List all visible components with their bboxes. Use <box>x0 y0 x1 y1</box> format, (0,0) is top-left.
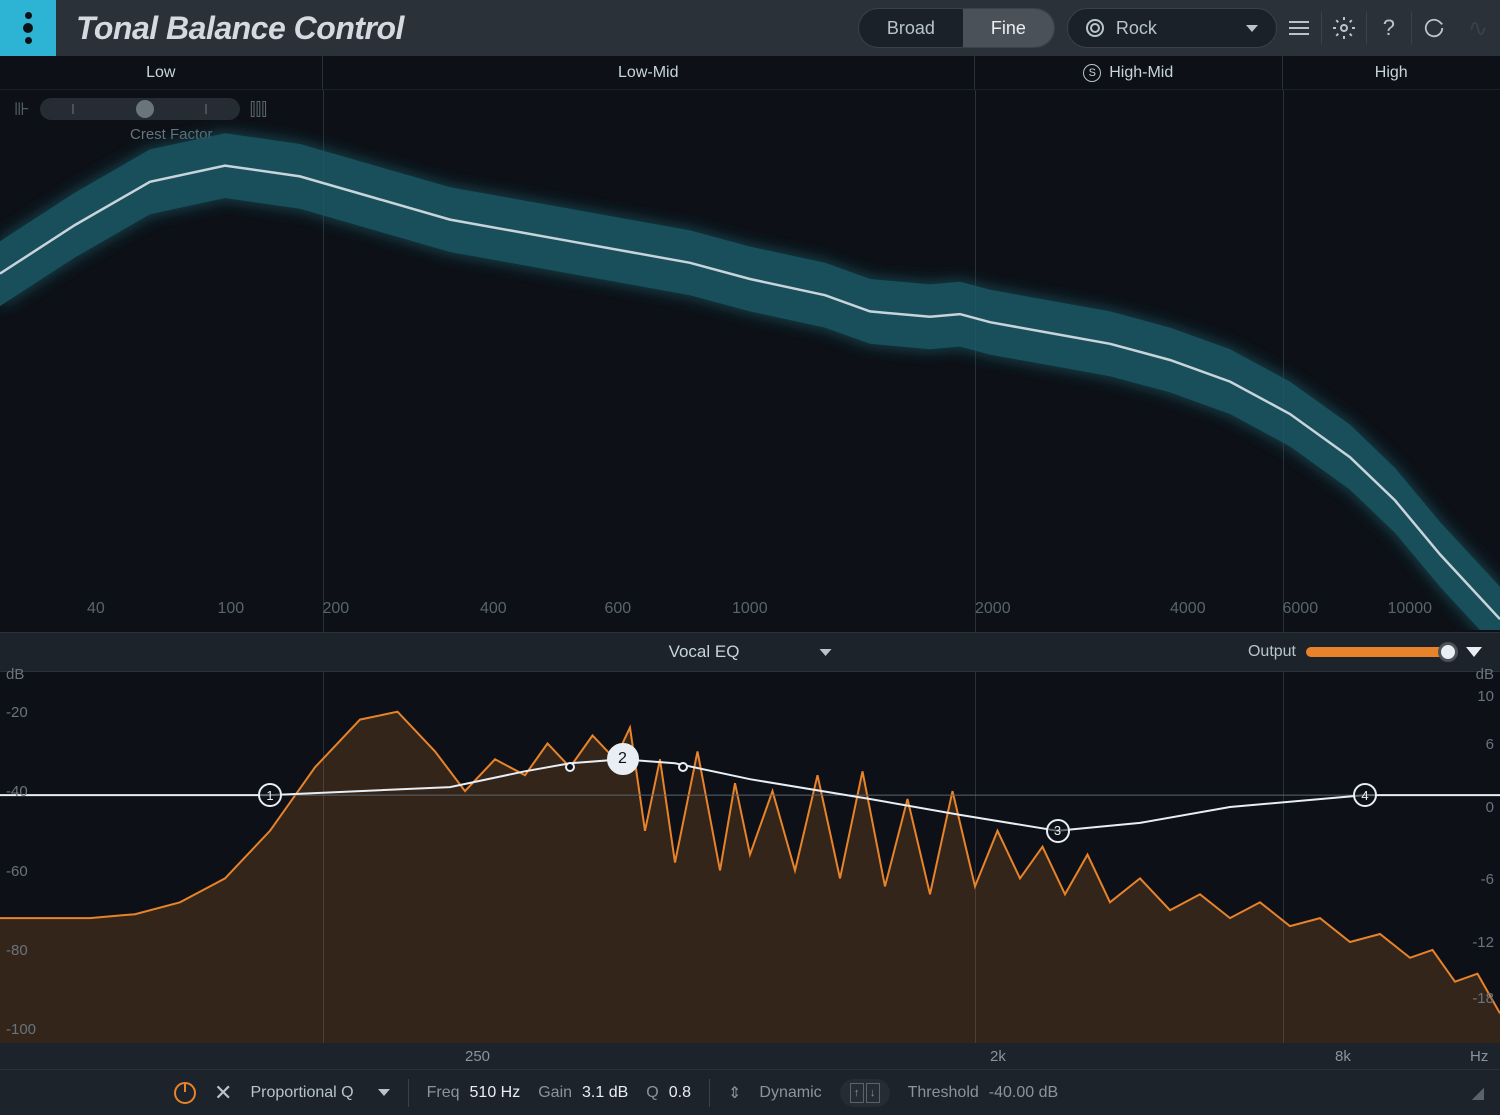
eq-node-2[interactable]: 2 <box>607 743 639 775</box>
eq-node-1[interactable]: 1 <box>258 783 282 807</box>
db-tick: -40 <box>6 783 28 800</box>
bottom-bar: ✕ Proportional Q Freq 510 Hz Gain 3.1 dB… <box>0 1069 1500 1115</box>
bandwidth-handle[interactable] <box>678 762 688 772</box>
freq-tick: 200 <box>323 600 350 618</box>
db-tick: -80 <box>6 942 28 959</box>
axis-label: dB <box>1476 666 1494 683</box>
target-icon <box>1086 19 1104 37</box>
target-preset-select[interactable]: Rock <box>1067 8 1277 48</box>
eq-freq-tick: Hz <box>1470 1048 1488 1065</box>
band-label: Low <box>146 64 175 82</box>
freq-tick: 100 <box>218 600 245 618</box>
freq-tick: 600 <box>605 600 632 618</box>
eq-freq-tick: 8k <box>1335 1048 1351 1065</box>
band-tab[interactable]: S High-Mid <box>975 56 1283 89</box>
output-thumb[interactable] <box>1438 642 1458 662</box>
q-param[interactable]: Q 0.8 <box>646 1084 691 1102</box>
eq-preset-label: Vocal EQ <box>669 642 740 662</box>
q-mode-select[interactable]: Proportional Q <box>250 1084 389 1102</box>
hamburger-icon <box>1289 21 1309 35</box>
power-button[interactable] <box>174 1082 196 1104</box>
balance-chart <box>0 90 1500 630</box>
freq-param[interactable]: Freq 510 Hz <box>427 1084 521 1102</box>
freq-tick: 4000 <box>1170 600 1206 618</box>
eq-preset-select[interactable]: Vocal EQ <box>669 642 832 662</box>
solo-badge[interactable]: S <box>1083 64 1101 82</box>
gear-icon <box>1332 16 1356 40</box>
gain-param[interactable]: Gain 3.1 dB <box>538 1084 628 1102</box>
menu-button[interactable] <box>1277 6 1321 50</box>
close-button[interactable]: ✕ <box>214 1080 232 1106</box>
band-label: Low-Mid <box>618 64 678 82</box>
axis-label: dB <box>6 666 24 683</box>
preset-label: Rock <box>1116 18 1234 39</box>
freq-axis: 40 100 200 400 600 1000 2000 4000 6000 10000 <box>0 600 1500 628</box>
eq-freq-axis: 250 2k 8k Hz <box>0 1043 1500 1069</box>
db-tick: -18 <box>1472 990 1494 1007</box>
freq-tick: 2000 <box>975 600 1011 618</box>
db-tick: -60 <box>6 863 28 880</box>
eq-freq-tick: 250 <box>465 1048 490 1065</box>
help-button[interactable]: ? <box>1367 6 1411 50</box>
db-tick: 6 <box>1486 736 1494 753</box>
eq-node-4[interactable]: 4 <box>1353 783 1377 807</box>
db-tick: -12 <box>1472 934 1494 951</box>
chevron-down-icon <box>378 1089 390 1096</box>
dynamic-updown-icon[interactable]: ⇕ <box>728 1083 741 1103</box>
eq-header: Vocal EQ Output <box>0 632 1500 672</box>
eq-chart[interactable] <box>0 672 1500 1069</box>
refresh-button[interactable] <box>1412 6 1456 50</box>
freq-tick: 6000 <box>1283 600 1319 618</box>
db-tick: -100 <box>6 1021 36 1038</box>
dynamic-label: Dynamic <box>759 1084 821 1102</box>
bandwidth-handle[interactable] <box>565 762 575 772</box>
freq-tick: 10000 <box>1388 600 1433 618</box>
chevron-down-icon <box>1246 25 1258 32</box>
eq-freq-tick: 2k <box>990 1048 1006 1065</box>
expand-icon[interactable] <box>1466 647 1482 657</box>
db-tick: -20 <box>6 704 28 721</box>
band-tab[interactable]: High <box>1283 56 1500 89</box>
band-tab[interactable]: Low-Mid <box>323 56 976 89</box>
broad-button[interactable]: Broad <box>859 9 963 47</box>
band-label: High <box>1375 64 1408 82</box>
band-label: High-Mid <box>1109 64 1173 82</box>
chevron-down-icon <box>819 649 831 656</box>
right-db-axis: dB 1060-6-12-18-24 <box>1450 672 1494 1069</box>
app-title: Tonal Balance Control <box>76 10 404 47</box>
left-db-axis: dB -20-40-60-80-100 <box>6 672 56 1069</box>
threshold-param[interactable]: Threshold -40.00 dB <box>908 1084 1059 1102</box>
db-tick: 10 <box>1477 688 1494 705</box>
dynamic-direction[interactable]: ↑↓ <box>840 1079 890 1107</box>
db-tick: 0 <box>1486 799 1494 816</box>
fine-button[interactable]: Fine <box>963 9 1054 47</box>
output-slider[interactable] <box>1306 647 1456 657</box>
freq-tick: 400 <box>480 600 507 618</box>
wave-icon: ∿ <box>1468 14 1488 43</box>
freq-tick: 1000 <box>732 600 768 618</box>
refresh-icon <box>1423 17 1445 39</box>
logo-icon <box>0 0 56 56</box>
settings-button[interactable] <box>1322 6 1366 50</box>
band-tab[interactable]: Low <box>0 56 323 89</box>
band-header: Low Low-Mid S High-Mid High <box>0 56 1500 90</box>
resize-grip-icon[interactable]: ◢ <box>1472 1083 1484 1103</box>
q-mode-label: Proportional Q <box>250 1084 353 1102</box>
db-tick: -6 <box>1481 871 1494 888</box>
output-label: Output <box>1248 643 1296 661</box>
freq-tick: 40 <box>87 600 105 618</box>
eq-node-3[interactable]: 3 <box>1046 819 1070 843</box>
question-icon: ? <box>1383 15 1395 41</box>
header: Tonal Balance Control Broad Fine Rock ? … <box>0 0 1500 56</box>
view-toggle: Broad Fine <box>858 8 1055 48</box>
